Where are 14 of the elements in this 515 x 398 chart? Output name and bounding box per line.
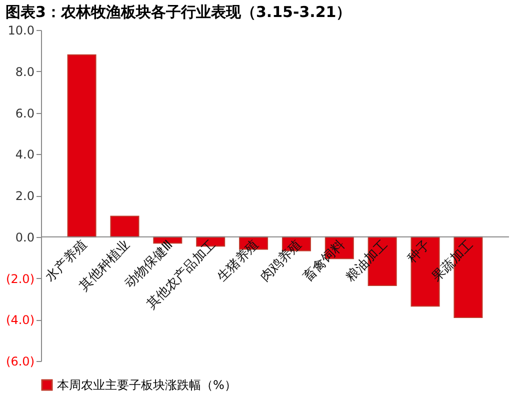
y-tick-label: 4.0: [15, 148, 34, 162]
y-tick-label: (2.0): [6, 272, 34, 286]
y-tick-label: (4.0): [6, 313, 34, 328]
y-tick-label: 10.0: [8, 24, 34, 38]
bar: [110, 216, 140, 238]
legend-label: 本周农业主要子板块涨跌幅（%）: [57, 378, 236, 392]
y-tick-label: (6.0): [6, 354, 34, 368]
y-tick-label: 2.0: [15, 189, 34, 203]
y-tick-label: 0.0: [15, 230, 34, 244]
bar: [67, 54, 96, 238]
y-tick-label: 8.0: [15, 64, 34, 79]
y-tick-label: 6.0: [15, 106, 34, 120]
chart-title: 图表3：农林牧渔板块各子行业表现（3.15-3.21）: [6, 3, 352, 21]
x-tick-label: 粮油加工: [343, 238, 391, 285]
